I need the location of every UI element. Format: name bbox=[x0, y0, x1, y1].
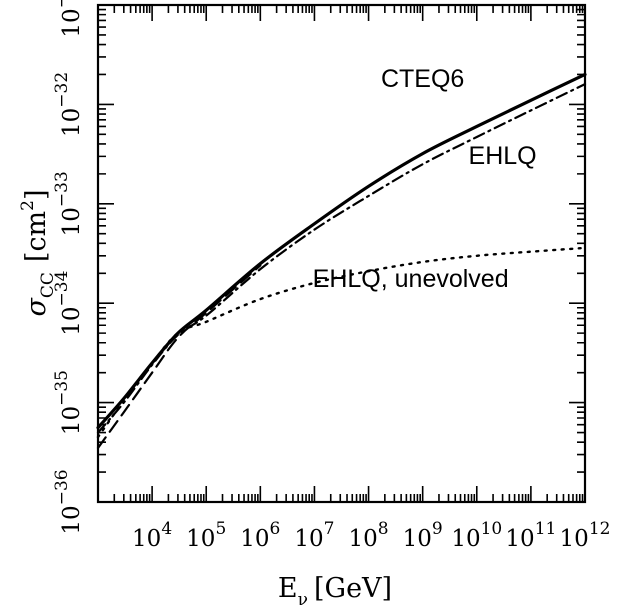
y-tick-labels: 10−36 10−35 10−34 10−33 10−32 10−31 bbox=[52, 0, 85, 535]
series-line-solid bbox=[96, 72, 587, 430]
x-tick-label: 108 bbox=[349, 519, 389, 552]
x-tick-label: 1010 bbox=[451, 519, 502, 552]
curve-labels: CTEQ6 EHLQ EHLQ, unevolved bbox=[313, 65, 537, 293]
x-tick-label: 1012 bbox=[560, 519, 611, 552]
series-curves bbox=[96, 72, 587, 450]
y-tick-label: 10−36 bbox=[52, 469, 85, 534]
y-tick-label: 10−33 bbox=[52, 171, 85, 236]
x-tick-label: 109 bbox=[403, 519, 443, 552]
y-tick-label: 10−31 bbox=[52, 0, 85, 38]
x-tick-label: 104 bbox=[132, 519, 172, 552]
x-tick-labels: 104 105 106 107 108 109 1010 1011 1012 bbox=[132, 519, 610, 552]
curve-label: EHLQ bbox=[469, 142, 537, 170]
x-tick-label: 107 bbox=[294, 519, 334, 552]
curve-label: EHLQ, unevolved bbox=[313, 265, 509, 293]
x-tick-label: 1011 bbox=[505, 519, 556, 552]
plot-frame bbox=[96, 3, 587, 504]
curve-label: CTEQ6 bbox=[381, 65, 464, 93]
y-tick-label: 10−32 bbox=[52, 72, 85, 137]
x-axis-label: Eν [GeV] bbox=[278, 573, 392, 610]
series-line-dotted bbox=[96, 246, 587, 439]
y-axis-label: σCC[cm2] bbox=[18, 189, 58, 316]
y-tick-label: 10−34 bbox=[52, 271, 85, 336]
series-line-dashdot bbox=[96, 83, 587, 434]
series-line-dashed bbox=[96, 264, 262, 450]
x-tick-label: 106 bbox=[240, 519, 280, 552]
y-tick-label: 10−35 bbox=[52, 370, 85, 435]
x-tick-label: 105 bbox=[186, 519, 226, 552]
